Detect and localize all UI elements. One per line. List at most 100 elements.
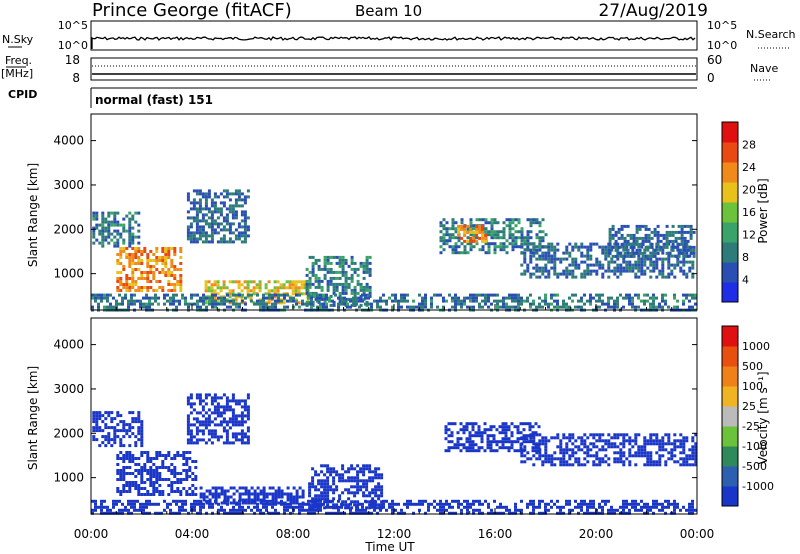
- range-cell: [629, 254, 633, 258]
- range-cell: [337, 296, 340, 300]
- range-cell: [244, 492, 248, 496]
- nsky-label: N.Sky: [2, 33, 34, 46]
- range-cell: [91, 499, 94, 503]
- range-cell: [598, 448, 602, 452]
- range-cell: [101, 244, 105, 248]
- range-cell: [535, 236, 539, 240]
- range-cell: [553, 263, 557, 267]
- range-cell: [471, 446, 475, 450]
- range-cell: [592, 460, 596, 464]
- range-cell: [151, 502, 154, 506]
- range-cell: [95, 223, 99, 227]
- range-cell: [186, 216, 190, 220]
- range-cell: [451, 236, 455, 240]
- range-cell: [447, 449, 451, 453]
- range-cell: [187, 302, 190, 306]
- range-cell: [331, 499, 334, 503]
- range-cell: [534, 422, 538, 426]
- range-cell: [689, 248, 693, 252]
- range-cell: [298, 495, 302, 499]
- range-cell: [652, 305, 655, 309]
- range-cell: [213, 204, 217, 208]
- range-cell: [519, 446, 523, 450]
- range-cell: [622, 505, 625, 509]
- range-cell: [234, 216, 238, 220]
- range-cell: [502, 230, 506, 234]
- range-cell: [107, 223, 111, 227]
- range-cell: [685, 251, 689, 255]
- range-cell: [679, 445, 683, 449]
- range-cell: [140, 493, 144, 496]
- range-cell: [314, 258, 318, 262]
- range-cell: [487, 230, 491, 234]
- range-cell: [637, 433, 641, 437]
- range-cell: [362, 473, 366, 477]
- range-cell: [514, 293, 517, 297]
- range-cell: [637, 451, 641, 455]
- range-cell: [301, 302, 304, 306]
- range-cell: [604, 460, 608, 464]
- range-cell: [688, 269, 692, 273]
- range-cell: [472, 508, 475, 512]
- range-cell: [454, 511, 457, 515]
- range-cell: [508, 221, 512, 225]
- range-cell: [647, 245, 651, 249]
- range-cell: [101, 420, 105, 424]
- range-cell: [184, 508, 187, 512]
- range-cell: [258, 280, 262, 284]
- range-cell: [316, 305, 319, 309]
- range-cell: [178, 299, 181, 303]
- range-cell: [643, 451, 647, 455]
- range-cell: [253, 302, 256, 306]
- range-cell: [610, 248, 614, 252]
- range-cell: [204, 423, 208, 427]
- range-cell: [385, 302, 388, 306]
- range-cell: [146, 286, 150, 289]
- range-cell: [647, 254, 651, 258]
- range-cell: [676, 505, 679, 509]
- range-cell: [475, 299, 478, 303]
- range-cell: [634, 463, 638, 467]
- range-cell: [665, 251, 669, 255]
- range-cell: [125, 484, 129, 487]
- range-cell: [571, 275, 575, 279]
- range-cell: [122, 226, 126, 230]
- range-cell: [667, 436, 671, 440]
- range-cell: [268, 305, 271, 309]
- range-cell: [232, 293, 235, 297]
- range-cell: [365, 494, 369, 498]
- range-cell: [466, 227, 470, 231]
- range-cell: [297, 286, 301, 290]
- range-cell: [362, 485, 366, 489]
- range-cell: [347, 488, 351, 492]
- range-cell: [547, 454, 551, 458]
- range-cell: [456, 446, 460, 450]
- range-cell: [610, 257, 614, 261]
- range-cell: [122, 217, 126, 221]
- range-cell: [349, 508, 352, 512]
- range-cell: [439, 239, 443, 243]
- range-cell: [541, 511, 544, 515]
- range-cell: [121, 299, 124, 303]
- range-cell: [249, 295, 253, 299]
- range-cell: [373, 508, 376, 512]
- range-cell: [286, 508, 289, 512]
- range-cell: [199, 502, 202, 506]
- range-cell: [664, 299, 667, 303]
- range-cell: [619, 457, 623, 461]
- range-cell: [317, 258, 321, 262]
- range-cell: [347, 503, 351, 507]
- range-cell: [164, 457, 168, 460]
- range-cell: [547, 439, 551, 443]
- range-cell: [481, 233, 485, 237]
- range-cell: [280, 499, 283, 503]
- range-cell: [608, 242, 612, 246]
- range-cell: [185, 460, 189, 463]
- range-cell: [167, 451, 171, 454]
- range-cell: [655, 442, 659, 446]
- range-cell: [158, 484, 162, 487]
- range-cell: [628, 436, 632, 440]
- range-cell: [146, 460, 150, 463]
- range-cell: [277, 296, 280, 300]
- range-cell: [289, 495, 293, 499]
